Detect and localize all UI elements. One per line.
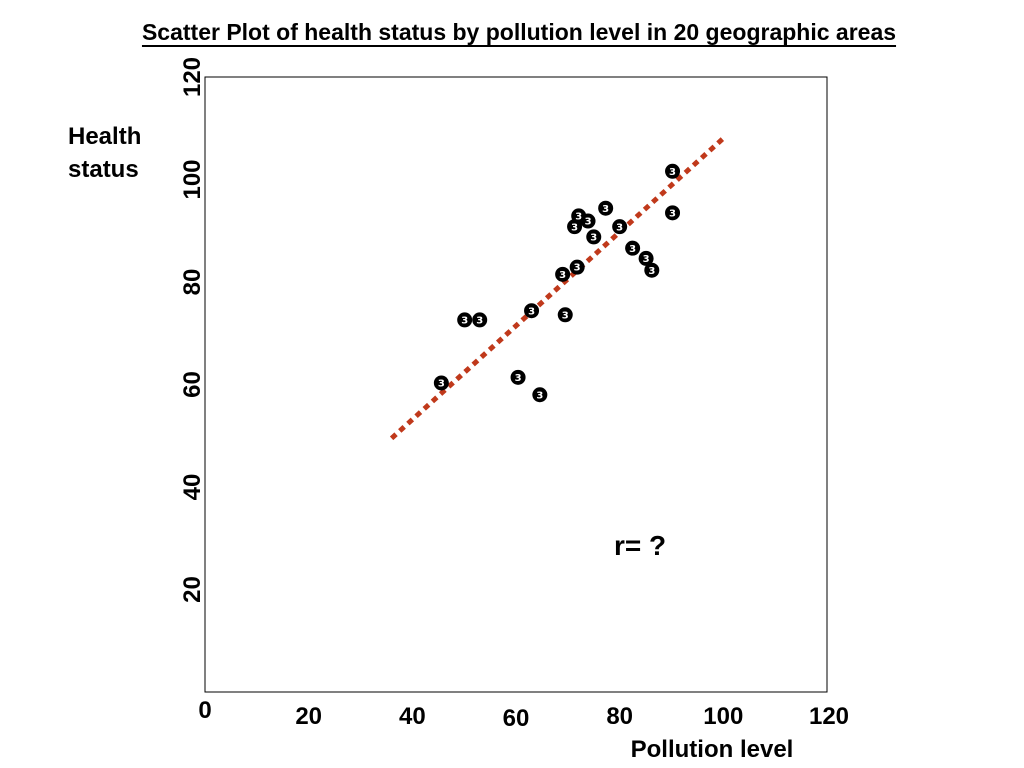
data-point: 3	[665, 205, 681, 221]
svg-text:3: 3	[643, 254, 650, 265]
y-tick-label: 80	[179, 269, 206, 296]
svg-text:3: 3	[562, 310, 569, 321]
data-point: 3	[555, 266, 571, 282]
x-tick-label: 100	[703, 703, 743, 730]
svg-text:3: 3	[629, 244, 636, 255]
svg-text:3: 3	[559, 270, 566, 281]
data-point: 3	[625, 240, 641, 256]
data-point: 3	[524, 303, 540, 319]
data-point: 3	[665, 163, 681, 179]
x-axis-label: Pollution level	[631, 736, 794, 763]
data-point: 3	[612, 219, 628, 235]
data-point: 3	[580, 213, 596, 229]
x-tick-label: 80	[606, 703, 633, 730]
y-axis-label-line-1: Health	[68, 123, 141, 150]
data-point: 3	[472, 312, 488, 328]
x-tick-label: 0	[198, 697, 211, 724]
y-axis-label-line-2: status	[68, 156, 139, 183]
x-tick-label: 120	[809, 703, 849, 730]
data-point: 3	[644, 262, 660, 278]
svg-text:3: 3	[590, 233, 597, 244]
y-tick-label: 100	[179, 159, 206, 199]
data-point: 3	[557, 307, 573, 323]
data-point: 3	[638, 250, 654, 266]
svg-text:3: 3	[574, 263, 581, 274]
correlation-annotation: r= ?	[614, 530, 666, 561]
x-tick-label: 20	[295, 703, 322, 730]
y-tick-label: 120	[179, 57, 206, 97]
svg-text:3: 3	[669, 167, 676, 178]
svg-text:3: 3	[571, 222, 578, 233]
svg-text:3: 3	[476, 316, 483, 327]
x-tick-label: 40	[399, 703, 426, 730]
data-point: 3	[598, 200, 614, 216]
svg-text:3: 3	[585, 217, 592, 228]
y-tick-label: 20	[179, 576, 206, 603]
svg-text:3: 3	[536, 390, 543, 401]
data-point: 3	[532, 387, 548, 403]
data-point: 3	[457, 312, 473, 328]
svg-text:3: 3	[648, 266, 655, 277]
svg-text:3: 3	[461, 316, 468, 327]
svg-text:3: 3	[669, 208, 676, 219]
x-tick-label: 60	[503, 705, 530, 732]
y-tick-label: 40	[179, 474, 206, 501]
x-axis-ticks: 0 20 40 60 80 100 120	[198, 697, 849, 732]
chart-title: Scatter Plot of health status by polluti…	[142, 19, 896, 45]
svg-text:3: 3	[575, 211, 582, 222]
svg-text:3: 3	[528, 306, 535, 317]
y-tick-label: 60	[179, 371, 206, 398]
svg-text:3: 3	[616, 222, 623, 233]
data-point: 3	[510, 369, 526, 385]
data-point: 3	[569, 259, 585, 275]
data-point: 3	[586, 229, 602, 245]
data-point: 3	[433, 375, 449, 391]
svg-text:3: 3	[515, 373, 522, 384]
svg-text:3: 3	[602, 204, 609, 215]
y-axis-ticks: 20 40 60 80 100 120	[179, 57, 206, 603]
trend-line	[389, 134, 728, 441]
svg-text:3: 3	[438, 379, 445, 390]
